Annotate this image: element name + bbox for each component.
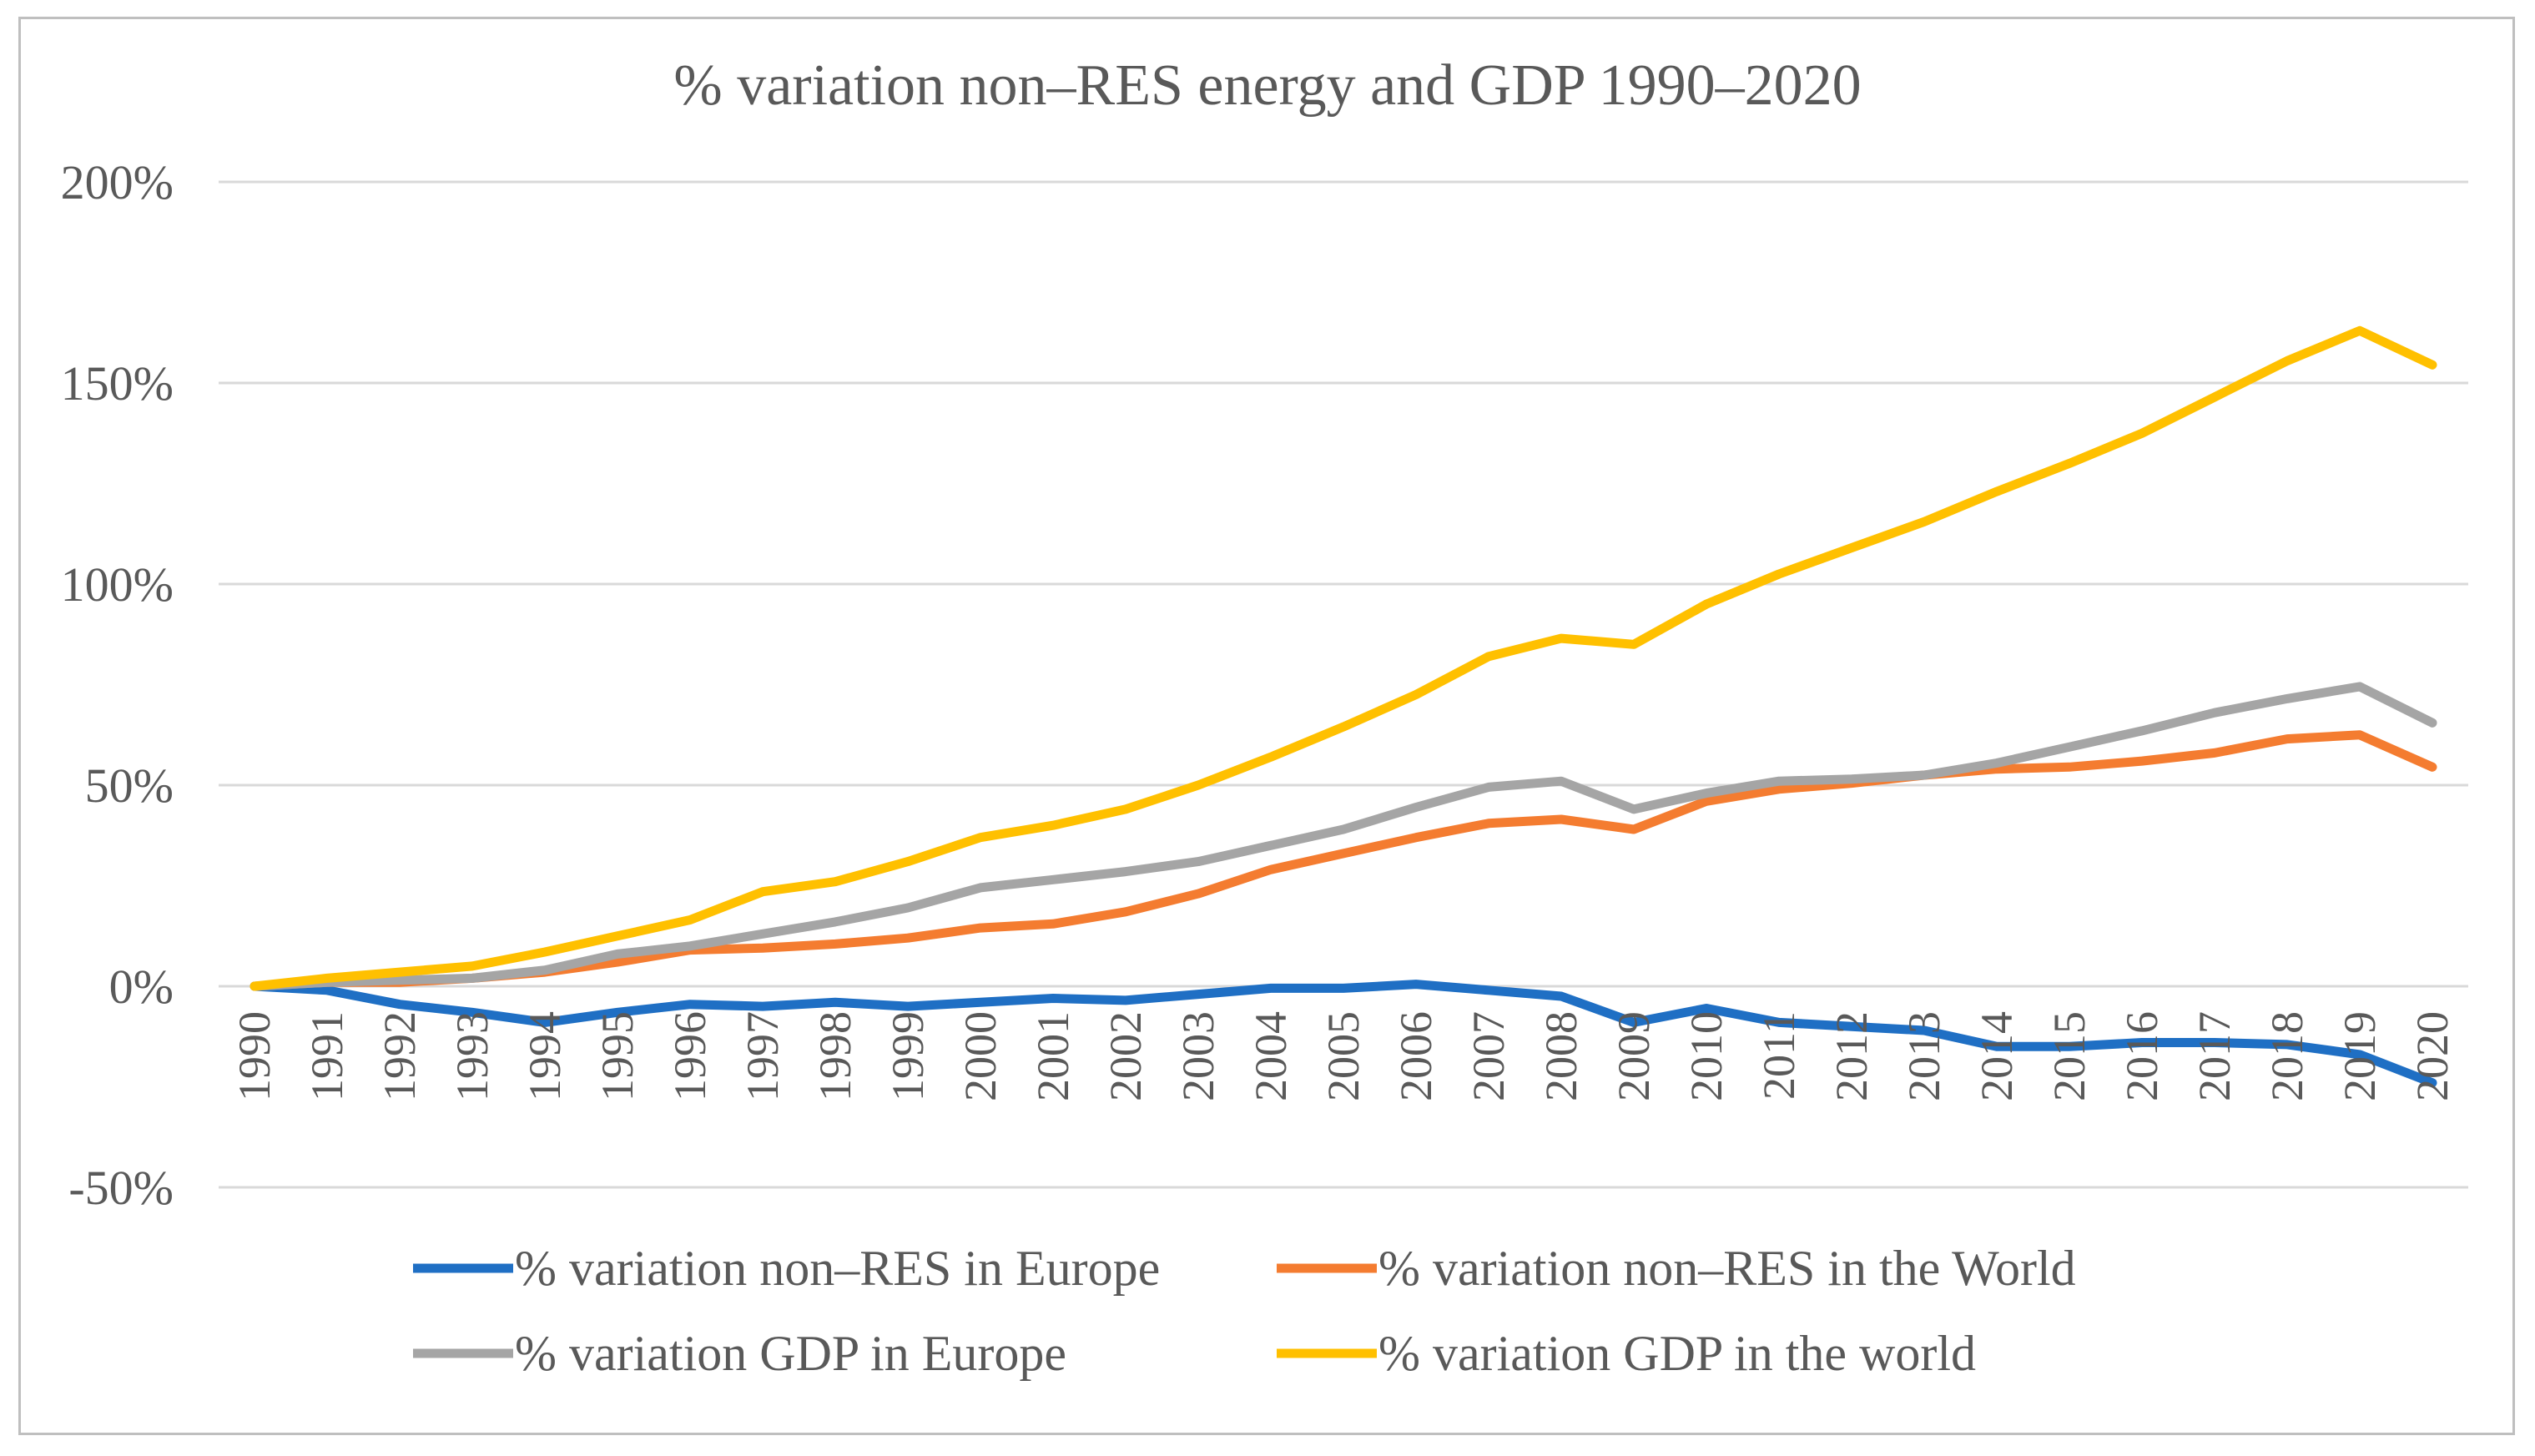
x-tick-label: 2015	[2044, 1011, 2094, 1101]
x-tick-label: 1999	[883, 1011, 933, 1101]
x-tick-label: 2009	[1609, 1011, 1659, 1101]
x-tick-label: 1998	[810, 1011, 860, 1101]
grid-lines	[219, 180, 2468, 1189]
y-tick-label: 0%	[109, 960, 174, 1014]
y-tick-label: 50%	[85, 758, 174, 813]
x-tick-label: 2000	[955, 1011, 1005, 1101]
y-tick-label: -50%	[68, 1161, 174, 1215]
chart-title: % variation non–RES energy and GDP 1990–…	[673, 53, 1861, 118]
x-tick-label: 2020	[2407, 1011, 2457, 1101]
x-tick-label: 2013	[1899, 1011, 1949, 1101]
x-tick-label: 2012	[1827, 1011, 1877, 1101]
x-tick-label: 2014	[1972, 1011, 2022, 1101]
x-tick-label: 2018	[2262, 1011, 2312, 1101]
x-tick-label: 1994	[520, 1011, 570, 1101]
series-lines	[249, 325, 2437, 1088]
x-tick-label: 2010	[1681, 1011, 1731, 1101]
x-tick-label: 2016	[2117, 1011, 2167, 1101]
x-tick-label: 2019	[2335, 1011, 2385, 1101]
legend-label: % variation non–RES in the World	[1378, 1241, 2076, 1296]
x-tick-label: 2011	[1754, 1011, 1804, 1100]
x-tick-label: 2006	[1391, 1011, 1441, 1101]
x-tick-label: 2002	[1101, 1011, 1151, 1101]
y-axis-tick-labels: -50% 0% 50% 100% 150% 200%	[61, 155, 174, 1215]
x-tick-label: 2017	[2190, 1011, 2240, 1101]
y-tick-label: 100%	[61, 557, 174, 612]
x-tick-label: 2003	[1173, 1011, 1223, 1101]
x-axis-tick-labels: 1990 1991 1992 1993 1994 1995 1996 1997 1998 1999…	[229, 1011, 2457, 1101]
y-tick-label: 150%	[61, 356, 174, 411]
x-tick-label: 1996	[665, 1011, 715, 1101]
legend-label: % variation GDP in Europe	[515, 1326, 1066, 1381]
x-tick-label: 2005	[1318, 1011, 1368, 1101]
legend-label: % variation non–RES in Europe	[515, 1241, 1160, 1296]
x-tick-label: 2007	[1464, 1011, 1514, 1101]
x-tick-label: 1990	[229, 1011, 280, 1101]
series-line-3	[249, 325, 2437, 991]
x-tick-label: 1995	[592, 1011, 643, 1101]
x-tick-label: 2004	[1246, 1011, 1296, 1101]
x-tick-label: 1993	[447, 1011, 497, 1101]
x-tick-label: 2008	[1536, 1011, 1586, 1101]
x-tick-label: 2001	[1028, 1011, 1078, 1101]
x-tick-label: 1991	[302, 1011, 352, 1101]
x-tick-label: 1997	[738, 1011, 788, 1101]
chart-frame	[18, 17, 2515, 1435]
legend-label: % variation GDP in the world	[1378, 1326, 1976, 1381]
y-tick-label: 200%	[61, 155, 174, 209]
legend: % variation non–RES in Europe % variation…	[413, 1241, 2076, 1381]
x-tick-label: 1992	[375, 1011, 425, 1101]
